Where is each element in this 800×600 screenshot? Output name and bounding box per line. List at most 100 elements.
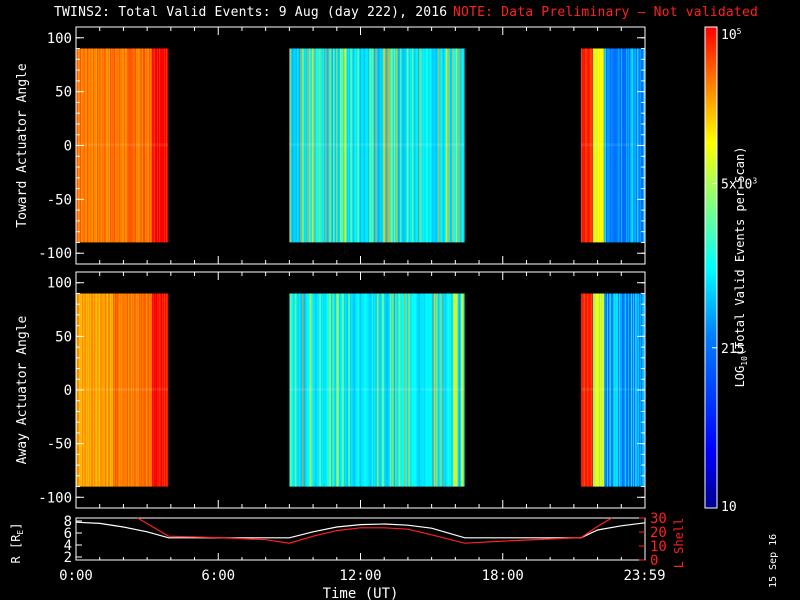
y-tick-label: -100 — [38, 490, 72, 506]
heatmap-column — [419, 48, 421, 243]
heatmap-column — [97, 48, 99, 243]
heatmap-column — [111, 293, 113, 487]
heatmap-column — [592, 293, 594, 487]
heatmap-column — [95, 48, 97, 243]
heatmap-column — [455, 293, 457, 487]
heatmap-column — [145, 48, 147, 243]
heatmap-column — [425, 293, 427, 487]
heatmap-column — [407, 48, 409, 243]
heatmap-column — [607, 48, 609, 243]
heatmap-column — [602, 293, 604, 487]
heatmap-column — [297, 48, 299, 243]
heatmap-column — [334, 293, 336, 487]
heatmap-column — [459, 293, 461, 487]
heatmap-column — [439, 48, 441, 243]
heatmap-column — [128, 48, 130, 243]
heatmap-column — [104, 48, 106, 243]
heatmap-column — [131, 48, 133, 243]
heatmap-column — [376, 48, 378, 243]
heatmap-column — [113, 293, 115, 487]
heatmap-column — [320, 293, 322, 487]
heatmap-column — [305, 48, 307, 243]
heatmap-column — [135, 48, 137, 243]
heatmap-column — [164, 293, 166, 487]
heatmap-column — [313, 48, 315, 243]
heatmap-column — [586, 48, 588, 243]
heatmap-column — [109, 293, 111, 487]
heatmap-column — [388, 293, 390, 487]
heatmap-column — [88, 48, 90, 243]
heatmap-column — [337, 48, 339, 243]
heatmap-column — [412, 48, 414, 243]
heatmap-column — [583, 293, 585, 487]
colorbar-tick-label: 10 — [721, 500, 737, 515]
heatmap-column — [92, 48, 94, 243]
heatmap-column — [324, 48, 326, 243]
heatmap-column — [617, 48, 619, 243]
heatmap-column — [634, 293, 636, 487]
heatmap-column — [160, 293, 162, 487]
heatmap-column — [374, 48, 376, 243]
heatmap-column — [341, 293, 343, 487]
heatmap-column — [372, 293, 374, 487]
heatmap-column — [299, 48, 301, 243]
heatmap-column — [121, 293, 123, 487]
heatmap-column — [448, 293, 450, 487]
heatmap-column — [155, 293, 157, 487]
heatmap-column — [599, 293, 601, 487]
heatmap-column — [633, 48, 635, 243]
heatmap-column — [92, 293, 94, 487]
heatmap-column — [434, 293, 436, 487]
heatmap-column — [352, 293, 354, 487]
heatmap-column — [598, 48, 600, 243]
heatmap-column — [444, 293, 446, 487]
radius-line — [75, 521, 646, 539]
heatmap-column — [425, 48, 427, 243]
heatmap-column — [427, 48, 429, 243]
heatmap-column — [438, 293, 440, 487]
heatmap-column — [402, 293, 404, 487]
heatmap-column — [331, 48, 333, 243]
heatmap-column — [311, 48, 313, 243]
heatmap-column — [437, 48, 439, 243]
heatmap-column — [398, 293, 400, 487]
date-stamp: 15 Sep 16 — [768, 533, 779, 588]
heatmap-column — [136, 293, 138, 487]
r-axis-label: R [RE] — [9, 523, 25, 564]
heatmap-column — [583, 48, 585, 243]
heatmap-column — [358, 293, 360, 487]
heatmap-column — [85, 48, 87, 243]
heatmap-column — [316, 293, 318, 487]
y-axis-label: Toward Actuator Angle — [15, 63, 30, 228]
heatmap-column — [153, 293, 155, 487]
colorbar: 10 215 5x103 105 LOG10(Total Valid Events pe… — [704, 26, 757, 515]
heatmap-column — [608, 293, 610, 487]
heatmap-column — [119, 293, 121, 487]
heatmap-column — [449, 293, 451, 487]
heatmap-column — [106, 293, 108, 487]
heatmap-column — [454, 293, 456, 487]
heatmap-column — [336, 48, 338, 243]
heatmap-column — [293, 48, 295, 243]
heatmap-column — [350, 48, 352, 243]
heatmap-column — [587, 293, 589, 487]
heatmap-column — [86, 293, 88, 487]
heatmap-column — [391, 293, 393, 487]
heatmap-column — [338, 293, 340, 487]
heatmap-column — [426, 48, 428, 243]
heatmap-column — [362, 48, 364, 243]
heatmap-column — [144, 293, 146, 487]
heatmap-column — [434, 48, 436, 243]
heatmap-column — [605, 48, 607, 243]
heatmap-column — [166, 48, 168, 243]
heatmap-column — [116, 48, 118, 243]
heatmap-column — [625, 293, 627, 487]
heatmap-column — [339, 293, 341, 487]
heatmap-column — [410, 293, 412, 487]
heatmap-column — [428, 48, 430, 243]
heatmap-column — [341, 48, 343, 243]
heatmap-column — [461, 48, 463, 243]
heatmap-column — [104, 293, 106, 487]
